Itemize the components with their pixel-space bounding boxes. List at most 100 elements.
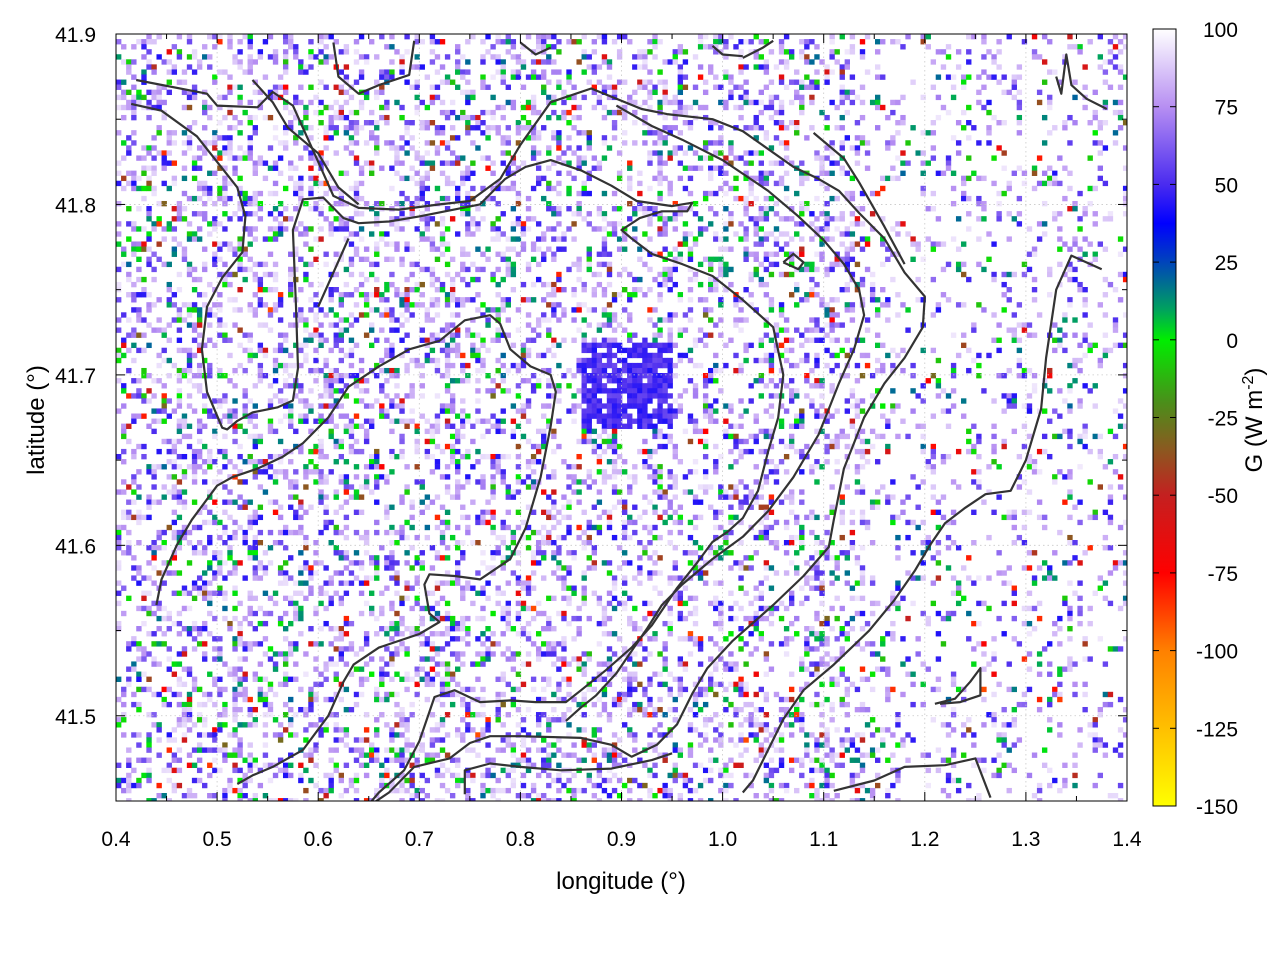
heatmap-cell [217, 555, 223, 561]
heatmap-cell [363, 631, 370, 637]
heatmap-cell [591, 479, 597, 485]
heatmap-cell [576, 206, 582, 212]
heatmap-cell [500, 737, 506, 743]
heatmap-cell [298, 570, 304, 576]
heatmap-cell [267, 190, 274, 197]
heatmap-cell [500, 114, 506, 121]
heatmap-cell [217, 256, 223, 262]
heatmap-cell [581, 388, 587, 394]
heatmap-cell [535, 383, 542, 389]
heatmap-cell [530, 109, 537, 116]
heatmap-cell [121, 140, 127, 146]
heatmap-cell [161, 696, 167, 703]
heatmap-cell [141, 165, 147, 171]
heatmap-cell [343, 615, 350, 622]
heatmap-cell [535, 772, 542, 779]
heatmap-cell [323, 337, 329, 343]
heatmap-cell [404, 519, 410, 526]
heatmap-cell [121, 433, 127, 440]
heatmap-cell [257, 373, 264, 379]
heatmap-cell [530, 145, 537, 151]
heatmap-cell [546, 393, 552, 399]
heatmap-cell [586, 357, 592, 364]
heatmap-cell [348, 362, 355, 369]
heatmap-cell [176, 479, 183, 485]
heatmap-cell [156, 448, 162, 455]
heatmap-cell [541, 236, 547, 242]
heatmap-cell [389, 165, 395, 171]
heatmap-cell [419, 266, 425, 273]
heatmap-cell [379, 104, 385, 111]
heatmap-cell [151, 464, 157, 470]
heatmap-cell [606, 312, 613, 318]
heatmap-cell [591, 307, 597, 313]
heatmap-cell [384, 474, 390, 480]
heatmap-cell [222, 175, 228, 182]
heatmap-cell [525, 590, 532, 596]
heatmap-cell [181, 534, 188, 541]
heatmap-cell [328, 114, 334, 121]
heatmap-cell [186, 403, 193, 409]
heatmap-cell [525, 438, 532, 445]
heatmap-cell [455, 49, 461, 55]
heatmap-cell [611, 403, 618, 409]
heatmap-cell [384, 307, 390, 313]
heatmap-cell [247, 211, 253, 217]
heatmap-cell [176, 312, 183, 318]
heatmap-cell [374, 125, 380, 131]
heatmap-cell [495, 747, 501, 753]
heatmap-cell [328, 206, 334, 212]
heatmap-cell [207, 312, 213, 318]
heatmap-cell [616, 49, 623, 55]
heatmap-cell [141, 145, 147, 151]
heatmap-cell [596, 762, 603, 768]
heatmap-cell [394, 393, 400, 399]
heatmap-cell [333, 226, 339, 232]
heatmap-cell [515, 550, 522, 556]
heatmap-cell [298, 317, 304, 323]
heatmap-cell [176, 717, 183, 723]
heatmap-cell [449, 276, 456, 283]
heatmap-cell [475, 266, 481, 273]
heatmap-cell [414, 362, 420, 369]
heatmap-cell [121, 459, 127, 465]
heatmap-cell [181, 681, 188, 688]
heatmap-cell [581, 185, 587, 192]
heatmap-cell [277, 529, 284, 536]
heatmap-cell [196, 585, 203, 591]
heatmap-cell [272, 190, 279, 197]
heatmap-cell [475, 676, 481, 682]
heatmap-cell [237, 620, 243, 627]
heatmap-cell [156, 727, 162, 733]
heatmap-cell [561, 595, 567, 602]
heatmap-cell [556, 130, 562, 136]
heatmap-cell [353, 287, 360, 293]
heatmap-cell [414, 39, 420, 45]
heatmap-cell [257, 160, 264, 166]
heatmap-cell [601, 337, 608, 343]
heatmap-cell [434, 555, 441, 561]
heatmap-cell [374, 519, 380, 526]
heatmap-cell [525, 534, 532, 541]
heatmap-cell [247, 266, 253, 273]
heatmap-cell [399, 398, 405, 404]
heatmap-cell [247, 256, 253, 262]
heatmap-cell [353, 737, 360, 743]
heatmap-cell [191, 681, 198, 688]
heatmap-cell [520, 661, 527, 667]
heatmap-cell [237, 479, 243, 485]
heatmap-cell [277, 221, 284, 227]
heatmap-cell [374, 200, 380, 207]
heatmap-cell [303, 109, 309, 116]
heatmap-cell [535, 560, 542, 566]
heatmap-cell [455, 757, 461, 763]
heatmap-cell [384, 691, 390, 698]
heatmap-cell [207, 671, 213, 677]
heatmap-cell [166, 69, 172, 75]
heatmap-cell [611, 413, 618, 419]
heatmap-cell [202, 459, 208, 465]
heatmap-cell [414, 170, 420, 176]
heatmap-cell [404, 646, 410, 652]
heatmap-cell [232, 271, 238, 278]
heatmap-cell [338, 109, 344, 116]
